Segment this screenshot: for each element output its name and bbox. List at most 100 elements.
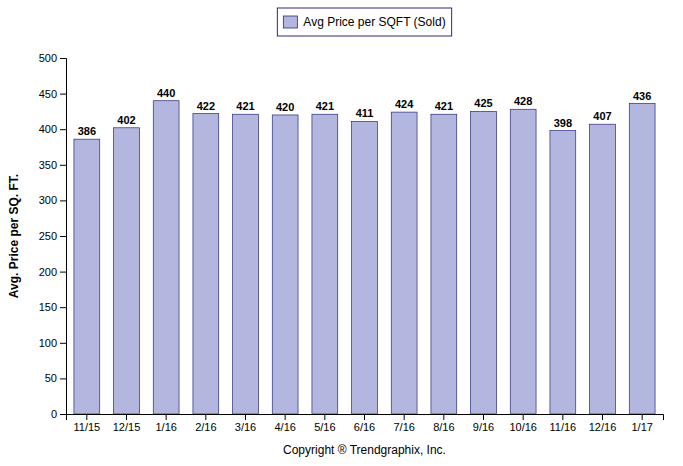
axis-domain (67, 415, 664, 421)
tick-mark (404, 414, 405, 420)
tick-label: 50 (45, 372, 57, 384)
bar (312, 114, 338, 414)
data-label: 411 (356, 107, 374, 119)
tick-label: 250 (39, 230, 57, 242)
tick-label: 150 (39, 301, 57, 313)
tick-label: 2/16 (195, 421, 216, 433)
x-tick: 11/15 (73, 414, 100, 433)
tick-mark (443, 414, 444, 420)
y-tick: 0 (51, 408, 66, 420)
y-tick: 100 (39, 337, 66, 349)
legend: Avg Price per SQFT (Sold) (277, 8, 451, 36)
data-label: 407 (593, 110, 611, 122)
x-tick: 3/16 (235, 414, 256, 433)
data-label: 421 (435, 100, 453, 112)
data-label: 398 (554, 117, 572, 129)
legend-frame (277, 8, 451, 36)
tick-mark (642, 414, 643, 420)
tick-label: 12/15 (113, 421, 141, 433)
tick-mark (562, 414, 563, 420)
tick-label: 500 (39, 52, 57, 64)
y-tick: 400 (39, 123, 66, 135)
data-label: 428 (514, 95, 532, 107)
data-label: 424 (395, 98, 414, 110)
x-axis: 11/15 12/15 1/16 2/16 3/16 4/16 5/16 6/16 7/16 8/… (67, 414, 664, 433)
data-label: 402 (117, 114, 135, 126)
data-label: 425 (474, 97, 492, 109)
tick-mark (126, 414, 127, 420)
bar (471, 111, 497, 414)
tick-label: 400 (39, 123, 57, 135)
x-tick: 5/16 (314, 414, 335, 433)
tick-mark (60, 129, 66, 130)
tick-label: 5/16 (314, 421, 335, 433)
tick-label: 300 (39, 194, 57, 206)
data-label: 421 (316, 100, 334, 112)
y-tick: 250 (39, 230, 66, 242)
y-tick: 200 (39, 266, 66, 278)
x-tick: 4/16 (274, 414, 295, 433)
tick-mark (60, 236, 66, 237)
tick-label: 200 (39, 266, 57, 278)
x-tick: 8/16 (433, 414, 454, 433)
tick-label: 1/17 (631, 421, 652, 433)
tick-mark (60, 343, 66, 344)
x-tick: 7/16 (393, 414, 414, 433)
tick-label: 4/16 (274, 421, 295, 433)
tick-mark (523, 414, 524, 420)
bar (391, 112, 417, 414)
tick-mark (60, 414, 66, 415)
chart: 11/15 12/15 1/16 2/16 3/16 4/16 5/16 6/16 7/16 8/… (0, 0, 683, 466)
data-labels: 3864024404224214204214114244214254283984… (78, 87, 652, 137)
y-axis-label: Avg. Price per SQ. FT. (7, 174, 21, 298)
tick-mark (60, 165, 66, 166)
bar (114, 128, 140, 414)
tick-mark (60, 94, 66, 95)
bar (510, 109, 536, 414)
y-tick: 50 (45, 372, 66, 384)
tick-mark (60, 200, 66, 201)
bar (74, 139, 100, 414)
bar (233, 114, 259, 414)
y-tick: 300 (39, 194, 66, 206)
tick-label: 10/16 (509, 421, 537, 433)
tick-mark (166, 414, 167, 420)
data-label: 440 (157, 87, 175, 99)
x-tick: 1/17 (631, 414, 652, 433)
y-tick: 350 (39, 159, 66, 171)
data-label: 421 (236, 100, 254, 112)
legend-item: Avg Price per SQFT (Sold) (283, 15, 445, 29)
x-tick: 1/16 (155, 414, 176, 433)
tick-label: 350 (39, 159, 57, 171)
tick-label: 1/16 (155, 421, 176, 433)
tick-label: 11/16 (549, 421, 576, 433)
tick-mark (483, 414, 484, 420)
tick-mark (60, 58, 66, 59)
bar (352, 121, 378, 414)
bar (153, 101, 179, 414)
x-tick: 11/16 (549, 414, 576, 433)
bar (431, 114, 457, 414)
tick-label: 100 (39, 337, 57, 349)
tick-label: 0 (51, 408, 57, 420)
tick-label: 450 (39, 88, 57, 100)
tick-mark (60, 378, 66, 379)
tick-label: 3/16 (235, 421, 256, 433)
tick-mark (60, 272, 66, 273)
tick-label: 8/16 (433, 421, 454, 433)
x-tick: 12/15 (113, 414, 141, 433)
bar (590, 124, 616, 414)
tick-label: 9/16 (473, 421, 494, 433)
tick-mark (364, 414, 365, 420)
x-tick: 9/16 (473, 414, 494, 433)
tick-mark (86, 414, 87, 420)
data-label: 386 (78, 125, 96, 137)
x-tick: 12/16 (589, 414, 617, 433)
x-tick: 6/16 (354, 414, 375, 433)
tick-label: 6/16 (354, 421, 375, 433)
axis-domain (60, 59, 67, 415)
tick-label: 12/16 (589, 421, 617, 433)
tick-mark (602, 414, 603, 420)
y-tick: 500 (39, 52, 66, 64)
bars (74, 101, 655, 414)
